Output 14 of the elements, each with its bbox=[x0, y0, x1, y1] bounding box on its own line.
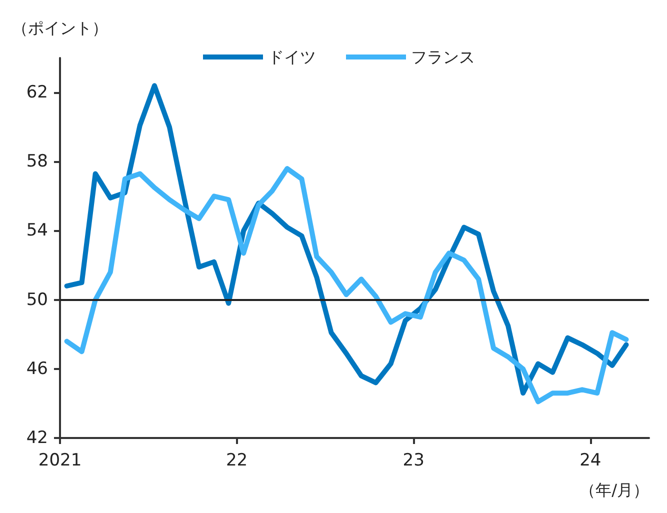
y-axis-title: （ポイント） bbox=[12, 18, 108, 38]
y-tick-label: 54 bbox=[26, 220, 48, 241]
legend-label: フランス bbox=[411, 48, 475, 66]
x-axis-title: （年/月） bbox=[580, 480, 649, 500]
y-tick-label: 62 bbox=[26, 82, 48, 103]
y-tick-label: 46 bbox=[26, 358, 48, 379]
legend-label: ドイツ bbox=[268, 48, 316, 66]
x-tick-label: 23 bbox=[402, 450, 424, 470]
x-tick-label: 24 bbox=[580, 450, 602, 470]
y-tick-label: 58 bbox=[26, 152, 48, 172]
x-tick-label: 22 bbox=[226, 450, 248, 470]
y-tick-label: 42 bbox=[26, 428, 48, 448]
x-tick-label: 2021 bbox=[38, 450, 82, 470]
y-tick-label: 50 bbox=[26, 290, 48, 310]
